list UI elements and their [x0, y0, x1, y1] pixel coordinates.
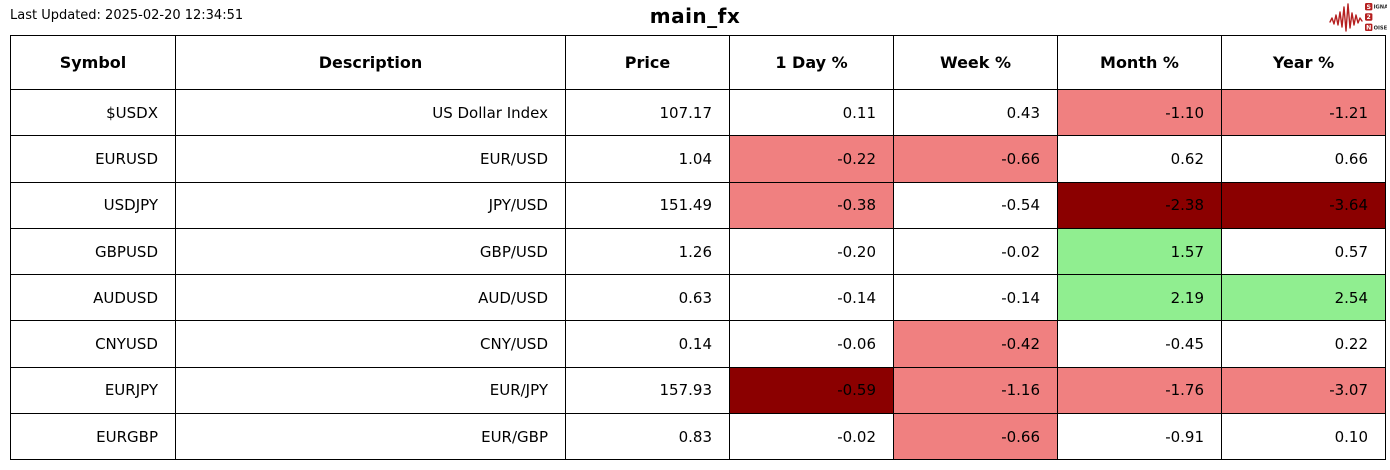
month-change-cell: 0.62 [1057, 135, 1222, 183]
symbol-cell: GBPUSD [10, 227, 176, 276]
description-cell: AUD/USD [175, 274, 566, 322]
year-change-cell: 0.66 [1221, 135, 1386, 183]
year-change-cell: -3.07 [1221, 366, 1386, 415]
svg-text:2: 2 [1367, 14, 1371, 21]
column-header-symbol: Symbol [10, 35, 176, 90]
month-change-cell: 2.19 [1057, 274, 1222, 322]
price-cell: 107.17 [565, 88, 730, 137]
table-row-audusd: AUDUSD AUD/USD 0.63 -0.14 -0.14 2.19 2.54 [10, 274, 1386, 322]
year-change-cell: 0.22 [1221, 320, 1386, 368]
last-updated-timestamp: Last Updated: 2025-02-20 12:34:51 [10, 8, 244, 23]
symbol-cell: $USDX [10, 88, 176, 137]
week-change-cell: -0.02 [893, 227, 1058, 276]
table-row-usdjpy: USDJPY JPY/USD 151.49 -0.38 -0.54 -2.38 -3.64 [10, 181, 1386, 229]
week-change-cell: 0.43 [893, 88, 1058, 137]
column-header-description: Description [175, 35, 566, 90]
day-change-cell: -0.20 [729, 227, 894, 276]
table-row-eurjpy: EURJPY EUR/JPY 157.93 -0.59 -1.16 -1.76 -3.07 [10, 366, 1386, 415]
description-cell: JPY/USD [175, 181, 566, 229]
year-change-cell: 0.10 [1221, 413, 1386, 461]
symbol-cell: CNYUSD [10, 320, 176, 368]
year-change-cell: 0.57 [1221, 227, 1386, 276]
symbol-cell: AUDUSD [10, 274, 176, 322]
table-header-row: Symbol Description Price 1 Day % Week % Month… [10, 35, 1386, 90]
week-change-cell: -0.42 [893, 320, 1058, 368]
price-cell: 157.93 [565, 366, 730, 415]
week-change-cell: -0.14 [893, 274, 1058, 322]
month-change-cell: -1.76 [1057, 366, 1222, 415]
day-change-cell: -0.38 [729, 181, 894, 229]
symbol-cell: EURJPY [10, 366, 176, 415]
day-change-cell: 0.11 [729, 88, 894, 137]
column-header-1-day: 1 Day % [729, 35, 894, 90]
column-header-month: Month % [1057, 35, 1222, 90]
week-change-cell: -1.16 [893, 366, 1058, 415]
column-header-week: Week % [893, 35, 1058, 90]
table-row-usdx: $USDX US Dollar Index 107.17 0.11 0.43 -1.10-… [10, 88, 1386, 137]
day-change-cell: -0.06 [729, 320, 894, 368]
week-change-cell: -0.54 [893, 181, 1058, 229]
year-change-cell: 2.54 [1221, 274, 1386, 322]
description-cell: EUR/USD [175, 135, 566, 183]
description-cell: CNY/USD [175, 320, 566, 368]
table-row-cnyusd: CNYUSD CNY/USD 0.14 -0.06 -0.42 -0.45 0.22 [10, 320, 1386, 368]
waveform-icon: S IGNAL 2 N OISE [1329, 3, 1390, 32]
day-change-cell: -0.59 [729, 366, 894, 415]
day-change-cell: -0.14 [729, 274, 894, 322]
description-cell: EUR/JPY [175, 366, 566, 415]
price-cell: 1.04 [565, 135, 730, 183]
price-cell: 0.83 [565, 413, 730, 461]
year-change-cell: -1.21 [1221, 88, 1386, 137]
price-cell: 0.14 [565, 320, 730, 368]
month-change-cell: -1.10 [1057, 88, 1222, 137]
svg-text:N: N [1366, 25, 1371, 32]
month-change-cell: -2.38 [1057, 181, 1222, 229]
symbol-cell: EURGBP [10, 413, 176, 461]
month-change-cell: 1.57 [1057, 227, 1222, 276]
svg-text:OISE: OISE [1374, 25, 1387, 31]
symbol-cell: USDJPY [10, 181, 176, 229]
table-row-eurgbp: EURGBP EUR/GBP 0.83 -0.02 -0.66 -0.91 0.10 [10, 413, 1386, 461]
month-change-cell: -0.91 [1057, 413, 1222, 461]
description-cell: EUR/GBP [175, 413, 566, 461]
column-header-price: Price [565, 35, 730, 90]
price-cell: 151.49 [565, 181, 730, 229]
price-cell: 1.26 [565, 227, 730, 276]
description-cell: US Dollar Index [175, 88, 566, 137]
signal-2-noise-logo: S IGNAL 2 N OISE [1329, 1, 1390, 33]
description-cell: GBP/USD [175, 227, 566, 276]
column-header-year: Year % [1221, 35, 1386, 90]
fx-rates-table: Symbol Description Price 1 Day % Week % Month… [10, 35, 1386, 461]
page-title: main_fx [649, 4, 741, 28]
symbol-cell: EURUSD [10, 135, 176, 183]
day-change-cell: -0.22 [729, 135, 894, 183]
table-row-gbpusd: GBPUSD GBP/USD 1.26 -0.20 -0.02 1.57 0.57 [10, 227, 1386, 276]
week-change-cell: -0.66 [893, 413, 1058, 461]
day-change-cell: -0.02 [729, 413, 894, 461]
price-cell: 0.63 [565, 274, 730, 322]
svg-text:IGNAL: IGNAL [1374, 5, 1387, 11]
month-change-cell: -0.45 [1057, 320, 1222, 368]
week-change-cell: -0.66 [893, 135, 1058, 183]
table-row-eurusd: EURUSD EUR/USD 1.04 -0.22 -0.66 0.62 0.66 [10, 135, 1386, 183]
year-change-cell: -3.64 [1221, 181, 1386, 229]
svg-text:S: S [1366, 4, 1370, 11]
